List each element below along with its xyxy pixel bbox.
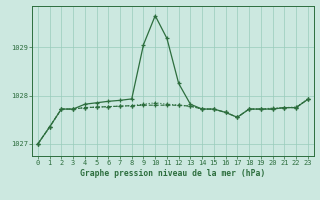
X-axis label: Graphe pression niveau de la mer (hPa): Graphe pression niveau de la mer (hPa) (80, 169, 265, 178)
